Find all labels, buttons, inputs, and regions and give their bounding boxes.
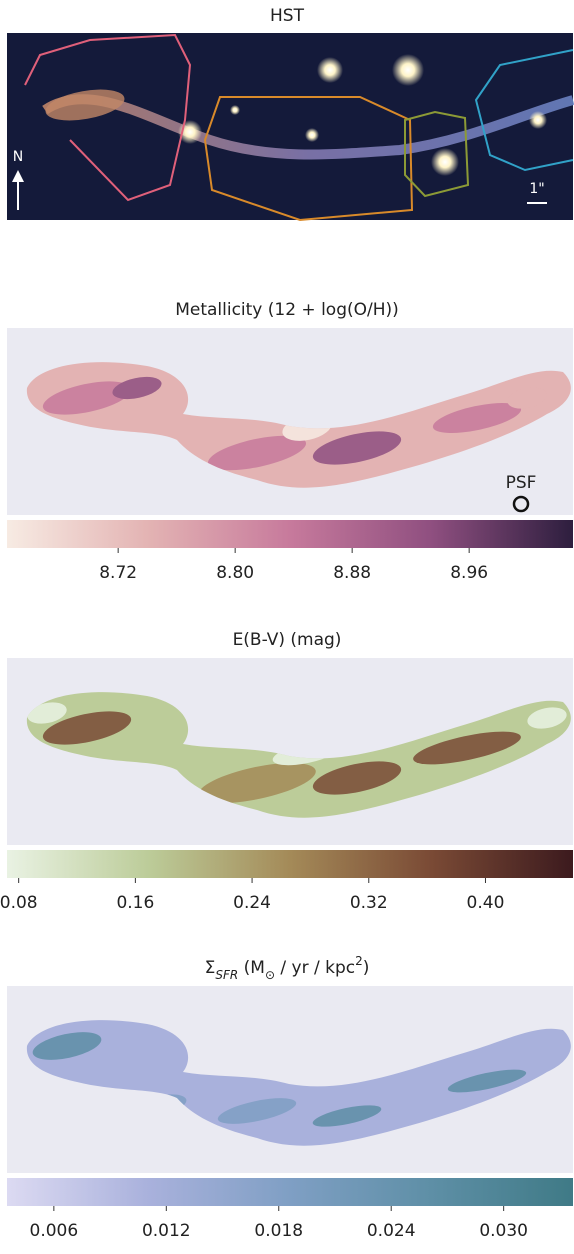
- colorbar: [7, 850, 573, 878]
- colorbar: [7, 520, 573, 548]
- map-patch: [208, 435, 306, 471]
- tick-label: 0.012: [142, 1221, 191, 1241]
- map-patch: [27, 702, 67, 724]
- title-part: Σ: [205, 958, 216, 978]
- tick-label: 0.006: [30, 1221, 79, 1241]
- map-patch: [312, 431, 402, 465]
- psf-label: PSF: [506, 473, 537, 493]
- tick-label: 0.40: [467, 893, 505, 913]
- map-patch: [432, 402, 522, 434]
- tick-label: 0.32: [350, 893, 388, 913]
- hst-image: [7, 33, 574, 222]
- colorbar: [7, 1178, 573, 1206]
- psf-marker: [512, 495, 530, 513]
- title-part: 2: [355, 954, 363, 968]
- tick-label: 8.80: [216, 563, 254, 583]
- title-part: SFR: [215, 968, 238, 982]
- hst-title: HST: [270, 6, 305, 26]
- map-patch: [217, 1098, 297, 1124]
- galaxy-region: [26, 1020, 571, 1146]
- title-part: Metallicity (12 + log(O/H)): [175, 300, 399, 320]
- panel-title: Metallicity (12 + log(O/H)): [175, 300, 399, 320]
- tick-label: 0.24: [233, 893, 271, 913]
- panel-title: ΣSFR (M⊙ / yr / kpc2): [205, 954, 370, 982]
- tick-label: 0.018: [254, 1221, 303, 1241]
- tick-label: 0.16: [116, 893, 154, 913]
- map-patch: [32, 1032, 102, 1060]
- galaxy-region: [26, 692, 571, 818]
- map-patch: [527, 707, 567, 729]
- map-patch: [312, 761, 402, 795]
- title-part: / yr / kpc: [275, 958, 355, 978]
- panel-title: E(B-V) (mag): [233, 630, 342, 650]
- tick-label: 8.96: [450, 563, 488, 583]
- map-patch: [112, 376, 162, 400]
- title-part: (M: [238, 958, 265, 978]
- tick-label: 0.030: [479, 1221, 528, 1241]
- galaxy-region: [26, 362, 571, 488]
- map-patch: [507, 387, 547, 409]
- north-label: N: [13, 149, 23, 165]
- map-patch: [42, 381, 132, 415]
- tick-label: 0.08: [0, 893, 38, 913]
- map-patch: [42, 711, 132, 745]
- tick-label: 8.88: [333, 563, 371, 583]
- tick-label: 0.024: [367, 1221, 416, 1241]
- title-part: ): [363, 958, 370, 978]
- scale-label: 1": [529, 181, 544, 197]
- title-part: ⊙: [265, 968, 275, 982]
- map-patch: [312, 1105, 382, 1127]
- tick-label: 8.72: [99, 563, 137, 583]
- map-patch: [413, 731, 521, 765]
- map-patch: [447, 1069, 527, 1093]
- map-patch: [198, 762, 316, 804]
- title-part: E(B-V) (mag): [233, 630, 342, 650]
